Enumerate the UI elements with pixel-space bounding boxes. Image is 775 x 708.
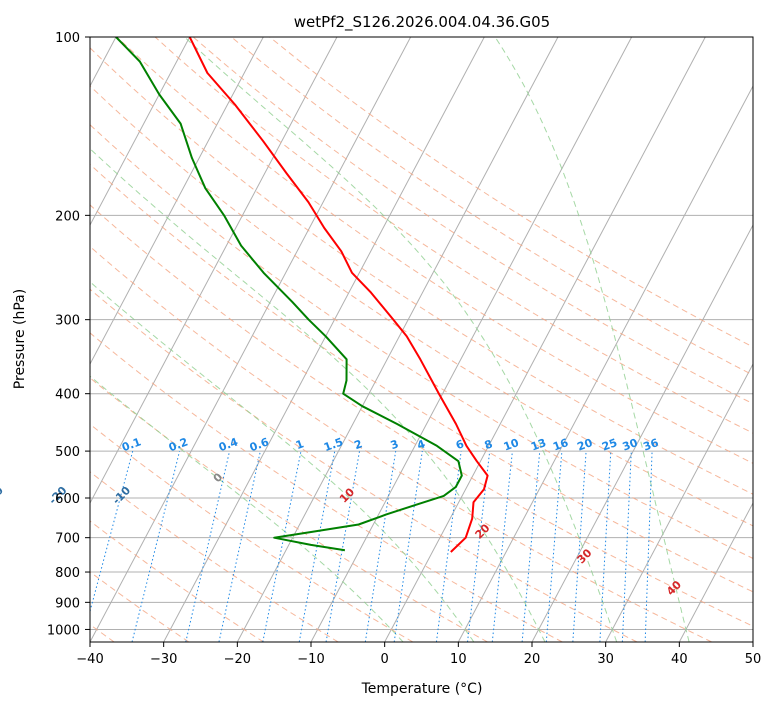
y-tick-label: 400 [55, 388, 80, 403]
dry-adiabat-line [90, 245, 712, 642]
isotherm-line [457, 84, 753, 642]
y-tick-label: 300 [55, 314, 80, 329]
mixing-ratio-line [644, 451, 653, 642]
isotherm-line [236, 37, 559, 642]
dry-adiabat-line [90, 571, 190, 642]
y-tick-label: 1000 [47, 623, 80, 638]
mixing-ratio-label: 0.1 [120, 435, 143, 454]
moist-adiabat-line [90, 148, 546, 642]
isotherm-line [90, 37, 191, 227]
dry-adiabat-line [90, 85, 753, 527]
mixing-ratio-label: 36 [641, 436, 660, 454]
isotherm-line [163, 37, 485, 642]
y-tick-label: 700 [55, 532, 80, 547]
x-tick-label: −30 [150, 652, 177, 667]
mixing-ratio-label: 16 [551, 436, 570, 454]
mixing-ratio-label: 30 [621, 436, 640, 454]
dry-adiabat-line [116, 37, 753, 464]
moist-adiabat-label: 30 [575, 546, 595, 566]
moist-adiabat-line [494, 37, 690, 642]
dry-adiabat-label: -30 [0, 484, 6, 507]
mixing-ratio-line [393, 451, 423, 642]
mixing-ratio-line [599, 451, 612, 642]
isotherm-line [90, 37, 338, 505]
mixing-ratio-line [545, 451, 563, 642]
mixing-ratio-line [131, 450, 181, 642]
mixing-ratio-label: 4 [415, 437, 427, 452]
x-tick-label: −10 [297, 652, 324, 667]
moist-adiabat-label: 40 [664, 578, 684, 598]
mixing-ratio-label: 0.6 [248, 435, 271, 454]
moist-adiabat-label: 20 [473, 521, 493, 541]
moist-adiabat-line [90, 281, 475, 642]
x-tick-label: 40 [671, 652, 688, 667]
dewpoint-profile-line [115, 37, 463, 552]
mixing-ratio-line [621, 451, 632, 642]
dry-adiabat-line [90, 423, 414, 642]
mixing-ratio-line [185, 450, 231, 642]
profile-lines [115, 37, 489, 553]
y-tick-label: 900 [55, 596, 80, 611]
moist-adiabat-line [184, 37, 618, 642]
dry-adiabat-line [154, 37, 753, 434]
mixing-ratio-line [325, 451, 361, 642]
y-tick-label: 800 [55, 566, 80, 581]
mixing-ratio-label: 20 [576, 436, 595, 454]
y-axis: 100 200 300 400 500 600 700 800 900 1000 [47, 31, 90, 638]
dry-adiabat-line [90, 163, 753, 593]
x-tick-label: 50 [745, 652, 762, 667]
mixing-ratio-label: 1.5 [322, 435, 345, 454]
y-tick-label: 200 [55, 209, 80, 224]
dry-adiabat-line [90, 520, 264, 642]
background-lines [90, 37, 753, 642]
mixing-ratio-label: 0.2 [167, 435, 190, 454]
dry-adiabat-line [90, 47, 753, 495]
dry-adiabat-line [90, 204, 753, 627]
x-tick-label: −40 [76, 652, 103, 667]
isotherm-line [752, 640, 753, 642]
chart-title: wetPf2_S126.2026.004.04.36.G05 [294, 13, 550, 32]
dry-adiabat-line [269, 37, 753, 348]
isotherm-line [531, 223, 753, 642]
mixing-ratio-label: 3 [389, 437, 401, 452]
y-tick-label: 500 [55, 445, 80, 460]
mixing-ratio-label: 13 [529, 436, 548, 453]
y-tick-label: 100 [55, 31, 80, 46]
mixing-ratio-label: 2 [353, 437, 365, 452]
dry-adiabat-line [231, 37, 753, 376]
x-tick-label: 30 [597, 652, 614, 667]
moist-adiabat-line [90, 375, 404, 642]
line-labels: 0.10.20.40.611.52346810131620253036-100-… [0, 435, 684, 598]
plot-frame [89, 36, 754, 643]
temperature-profile-line [188, 37, 489, 553]
x-tick-label: 20 [524, 652, 541, 667]
dry-adiabat-line [90, 288, 638, 642]
mixing-ratio-label: 0.4 [217, 435, 240, 454]
x-axis: −40 −30 −20 −10 0 10 20 30 40 50 [76, 642, 761, 667]
mixing-ratio-line [90, 450, 134, 614]
isotherm-line [90, 37, 264, 366]
mixing-ratio-label: 8 [483, 437, 495, 452]
mixing-ratio-line [364, 451, 397, 642]
x-axis-label: Temperature (°C) [361, 681, 483, 697]
mixing-ratio-label: 1 [294, 437, 306, 452]
isotherm-line [90, 37, 412, 642]
isotherm-line [678, 501, 753, 642]
x-tick-label: 0 [381, 652, 389, 667]
dry-adiabat-line [90, 377, 488, 642]
y-tick-label: 600 [55, 492, 80, 507]
x-tick-label: 10 [450, 652, 467, 667]
x-tick-label: −20 [224, 652, 251, 667]
dry-adiabat-label: -10 [110, 484, 133, 507]
mixing-ratio-label: 10 [502, 436, 521, 454]
mixing-ratio-label: 6 [454, 437, 466, 452]
mixing-ratio-line [262, 451, 302, 642]
mixing-ratio-line [218, 450, 261, 642]
y-axis-label: Pressure (hPa) [12, 289, 28, 389]
mixing-ratio-label: 25 [600, 436, 619, 453]
isotherm-line [384, 37, 706, 642]
isotherm-line [605, 362, 753, 642]
